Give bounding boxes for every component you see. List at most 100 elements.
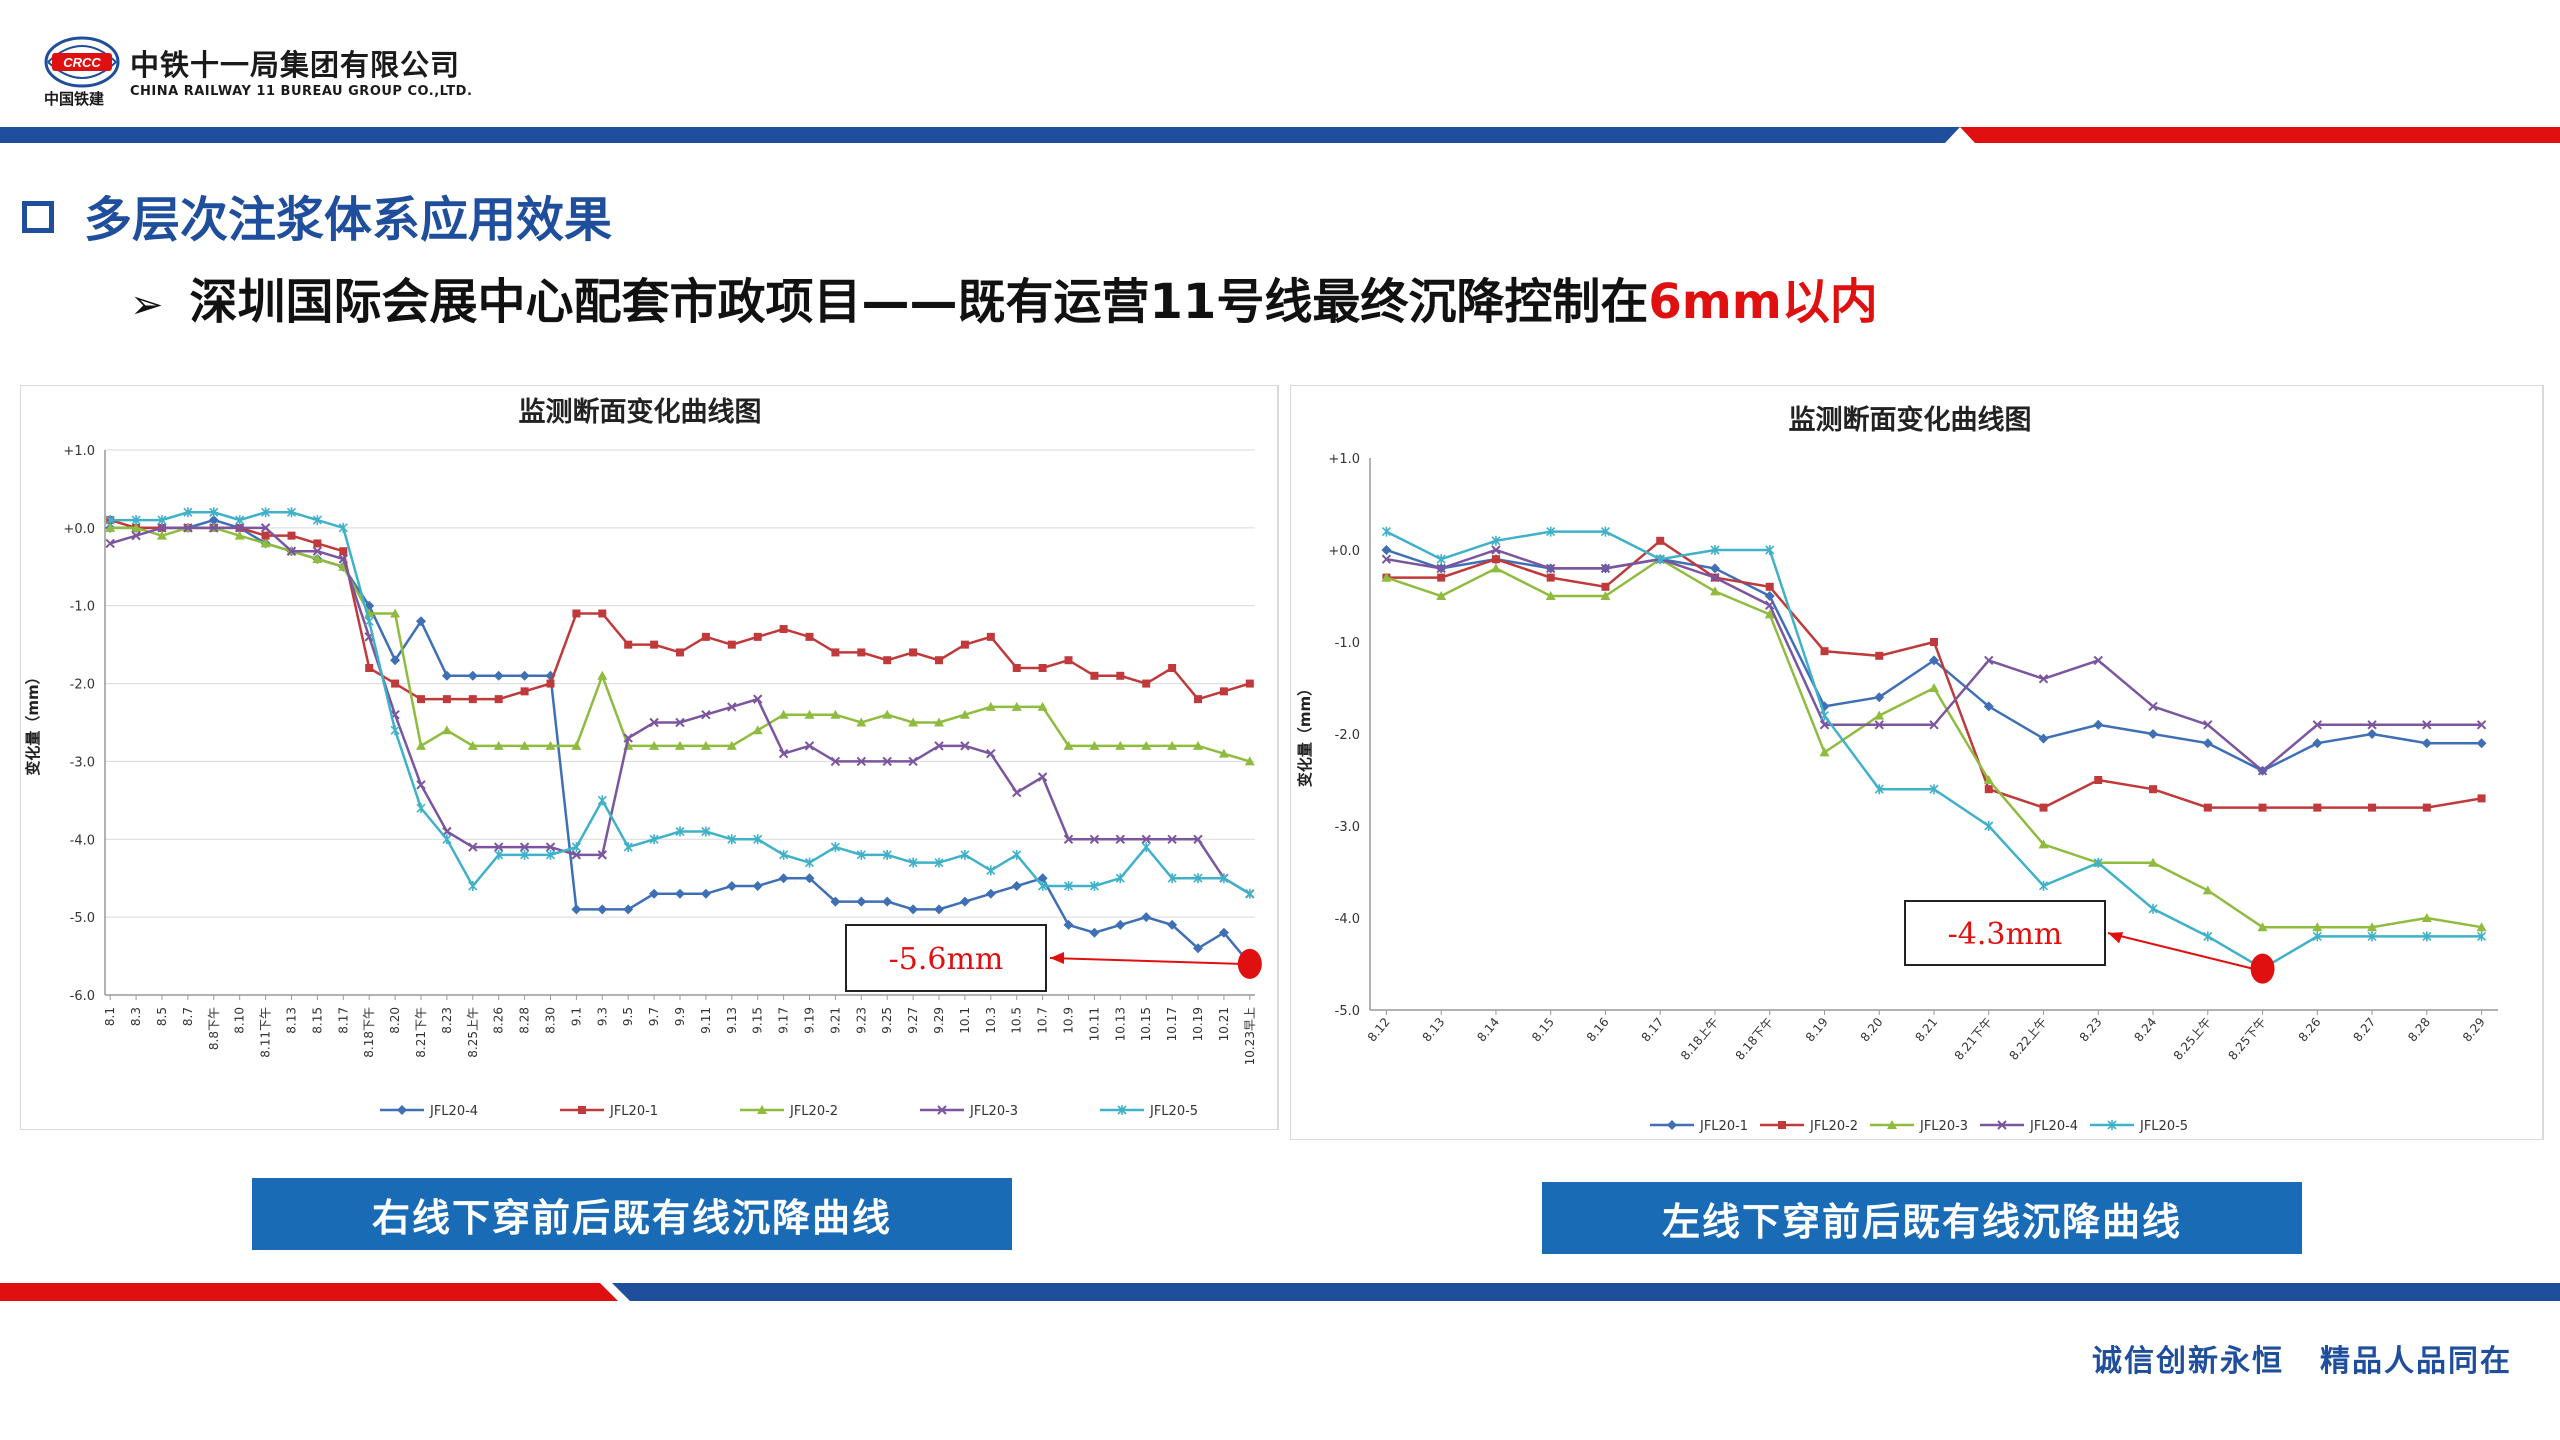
- data-point: [986, 748, 996, 759]
- section-heading-text: 多层次注浆体系应用效果: [84, 192, 613, 248]
- legend-label: JFL20-3: [969, 1104, 1018, 1119]
- data-point: [753, 834, 763, 845]
- x-tick-label: 9.21: [828, 1007, 842, 1034]
- data-point: [1063, 740, 1074, 750]
- data-point: [1436, 554, 1446, 565]
- x-tick-label: 8.28: [518, 1007, 532, 1034]
- data-point: [1765, 545, 1775, 555]
- data-point: [1819, 701, 1830, 712]
- x-tick-label: 10.21: [1217, 1007, 1231, 1041]
- x-tick-label: 9.7: [647, 1007, 661, 1026]
- x-tick-label: 8.20: [388, 1007, 402, 1034]
- data-point: [2148, 701, 2158, 712]
- data-point: [1012, 664, 1021, 672]
- data-point: [286, 507, 297, 518]
- data-point: [597, 670, 608, 680]
- data-point: [338, 522, 348, 533]
- data-point: [1655, 554, 1665, 565]
- data-point: [1874, 784, 1884, 795]
- data-point: [519, 842, 530, 852]
- data-point: [1819, 720, 1830, 730]
- x-tick-label: 9.17: [777, 1007, 791, 1034]
- data-point: [260, 538, 271, 548]
- data-point: [468, 695, 477, 704]
- data-point: [2422, 720, 2432, 730]
- y-tick-label: +0.0: [1328, 544, 1360, 559]
- data-point: [493, 740, 504, 750]
- data-point: [804, 873, 815, 884]
- x-tick-label: 10.9: [1062, 1007, 1076, 1034]
- x-tick-label: 8.30: [543, 1007, 557, 1034]
- data-point: [908, 904, 919, 915]
- y-tick-label: -1.0: [70, 600, 95, 615]
- data-point: [416, 695, 425, 704]
- x-tick-label: 8.26: [492, 1007, 506, 1034]
- legend-marker: [1887, 1120, 1897, 1129]
- data-point: [1012, 787, 1022, 798]
- x-tick-label: 8.25上午: [466, 1007, 480, 1058]
- data-point: [1011, 701, 1022, 711]
- data-point: [779, 849, 789, 860]
- data-point: [2367, 931, 2377, 942]
- data-point: [1490, 563, 1501, 573]
- chart-frame: [20, 385, 1279, 1130]
- data-point: [1491, 555, 1500, 564]
- data-point: [312, 515, 322, 526]
- legend-marker: [1997, 1120, 2007, 1130]
- x-tick-label: 8.10: [233, 1007, 247, 1034]
- data-point: [2149, 785, 2158, 794]
- x-tick-label: 8.3: [129, 1007, 143, 1026]
- data-point: [442, 834, 452, 845]
- data-point: [416, 780, 426, 790]
- data-point: [390, 608, 401, 618]
- x-tick-label: 9.25: [880, 1007, 894, 1034]
- data-point: [1765, 582, 1774, 591]
- data-point: [1244, 756, 1255, 766]
- x-tick-label: 9.5: [621, 1007, 635, 1026]
- data-point: [1193, 873, 1203, 884]
- data-point: [779, 625, 788, 634]
- data-point: [1820, 647, 1829, 656]
- data-point: [1545, 591, 1556, 600]
- x-tick-label: 9.15: [751, 1007, 765, 1034]
- data-point: [1437, 573, 1446, 582]
- annotation-label: -5.6mm: [889, 942, 1004, 977]
- data-point: [623, 904, 634, 915]
- data-point: [1037, 772, 1048, 782]
- data-point: [856, 849, 866, 860]
- data-point: [1038, 881, 1048, 891]
- data-point: [2367, 729, 2378, 739]
- data-point: [1218, 748, 1229, 758]
- data-point: [546, 679, 555, 688]
- annotation-arrow: [2107, 932, 2253, 970]
- data-point: [882, 849, 892, 860]
- subsection-heading: ➢ 深圳国际会展中心配套市政项目——既有运营11号线最终沉降控制在6mm以内: [130, 262, 1878, 332]
- data-point: [727, 702, 737, 712]
- data-point: [1090, 671, 1099, 680]
- y-tick-label: -5.0: [1335, 1004, 1360, 1019]
- data-point: [1436, 563, 1446, 574]
- x-tick-label: 10.19: [1191, 1007, 1205, 1041]
- footer-divider-bar: [0, 1283, 2560, 1301]
- data-point: [1089, 881, 1099, 891]
- subsection-heading-text: 深圳国际会展中心配套市政项目——既有运营11号线最终沉降控制在: [189, 274, 1649, 330]
- data-point: [985, 888, 996, 899]
- data-point: [1168, 664, 1177, 672]
- data-point: [701, 826, 711, 837]
- logo-text: CRCC: [63, 55, 101, 70]
- y-tick-label: -3.0: [70, 755, 95, 770]
- data-point: [1545, 563, 1556, 574]
- data-point: [2477, 931, 2487, 942]
- legend-label: JFL20-4: [429, 1104, 478, 1119]
- data-point: [390, 655, 401, 666]
- x-tick-label: 9.3: [595, 1007, 609, 1026]
- data-point: [726, 740, 737, 750]
- data-point: [649, 888, 660, 899]
- legend-label: JFL20-5: [2139, 1119, 2188, 1134]
- crcc-logo: CRCC: [44, 36, 120, 102]
- checkbox-bullet-icon: [22, 201, 54, 233]
- data-point: [1167, 919, 1178, 930]
- data-point: [1656, 536, 1665, 545]
- data-point: [675, 740, 685, 750]
- data-point: [545, 849, 556, 860]
